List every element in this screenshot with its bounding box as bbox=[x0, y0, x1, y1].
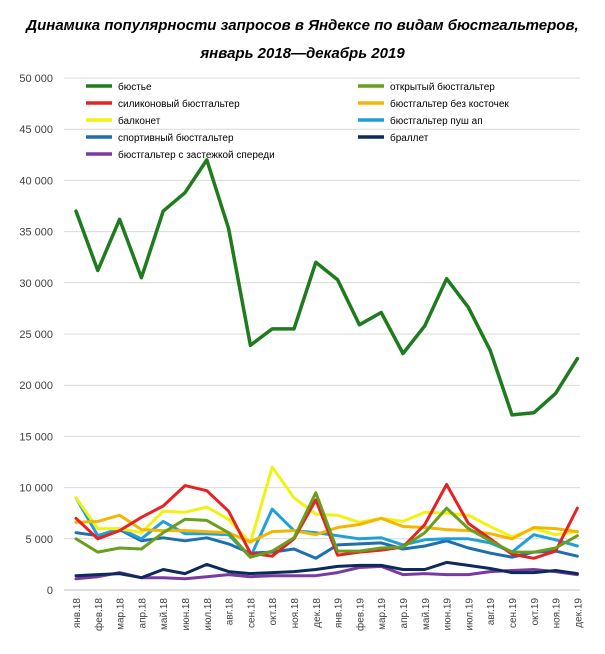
x-tick-label: сен.18 bbox=[246, 598, 257, 628]
x-tick-label: июл.19 bbox=[464, 598, 475, 631]
chart-title: Динамика популярности запросов в Яндексе… bbox=[0, 12, 605, 68]
legend-label: силиконовый бюстгальтер bbox=[118, 98, 240, 110]
chart-title-line-2: январь 2018—декабрь 2019 bbox=[200, 45, 405, 62]
chart-title-line-1: Динамика популярности запросов в Яндексе… bbox=[26, 17, 579, 34]
legend-label: бюстгальтер с застежкой спереди bbox=[118, 149, 275, 161]
x-tick-label: июл.18 bbox=[203, 598, 214, 631]
x-tick-label: окт.19 bbox=[530, 598, 541, 626]
y-tick-label: 40 000 bbox=[19, 175, 53, 187]
x-tick-label: ноя.19 bbox=[552, 598, 563, 629]
x-tick-label: янв.19 bbox=[334, 598, 345, 629]
x-tick-label: май.19 bbox=[421, 598, 432, 630]
series-line bbox=[74, 158, 580, 417]
x-tick-label: фев.18 bbox=[93, 598, 105, 631]
y-axis: 0 5 000 10 000 15 000 20 000 25 000 30 000 35 0… bbox=[19, 73, 53, 597]
y-tick-label: 15 000 bbox=[19, 431, 53, 443]
x-tick-label: фев.19 bbox=[354, 598, 366, 631]
series-line bbox=[74, 496, 579, 559]
legend-label: бюстье bbox=[118, 81, 152, 93]
x-tick-label: сен.19 bbox=[508, 598, 519, 628]
x-tick-label: апр.19 bbox=[399, 598, 410, 629]
y-tick-label: 35 000 bbox=[19, 227, 53, 239]
y-tick-label: 45 000 bbox=[19, 124, 53, 136]
x-tick-label: дек.19 bbox=[573, 598, 584, 628]
x-tick-label: авг.18 bbox=[225, 598, 236, 626]
x-axis: янв.18 фев.18 мар.18 апр.18 май.18 июн.18 июл.… bbox=[72, 598, 584, 631]
x-tick-label: мар.19 bbox=[377, 598, 388, 630]
series-lines bbox=[74, 158, 580, 581]
series-line bbox=[74, 528, 579, 560]
series-line bbox=[74, 465, 579, 545]
x-tick-label: июн.19 bbox=[443, 598, 454, 631]
y-tick-label: 50 000 bbox=[19, 73, 53, 85]
legend-label: открытый бюстгальтер bbox=[390, 81, 495, 93]
y-tick-label: 25 000 bbox=[19, 329, 53, 341]
y-tick-label: 30 000 bbox=[19, 278, 53, 290]
series-line bbox=[74, 491, 579, 559]
legend-label: балконет bbox=[118, 115, 161, 127]
x-tick-label: мар.18 bbox=[116, 598, 127, 630]
y-tick-label: 5 000 bbox=[25, 534, 53, 546]
legend: бюстье открытый бюстгальтер силиконовый бю… bbox=[86, 81, 509, 161]
legend-label: бюстгальтер без косточек bbox=[390, 98, 509, 110]
series-line bbox=[74, 564, 579, 581]
x-tick-label: авг.19 bbox=[486, 598, 497, 626]
series-line bbox=[74, 560, 579, 580]
y-tick-label: 10 000 bbox=[19, 483, 53, 495]
x-tick-label: окт.18 bbox=[268, 598, 279, 626]
legend-label: спортивный бюстгальтер bbox=[118, 132, 234, 144]
legend-label: браллет bbox=[390, 132, 429, 144]
x-tick-label: ноя.18 bbox=[290, 598, 301, 629]
x-tick-label: янв.18 bbox=[72, 598, 83, 629]
x-tick-label: июн.18 bbox=[181, 598, 192, 631]
y-tick-label: 0 bbox=[47, 585, 53, 597]
x-tick-label: дек.18 bbox=[312, 598, 323, 628]
x-tick-label: апр.18 bbox=[137, 598, 148, 629]
y-tick-label: 20 000 bbox=[19, 380, 53, 392]
legend-label: бюстгальтер пуш ап bbox=[390, 115, 483, 127]
x-tick-label: май.18 bbox=[159, 598, 170, 630]
